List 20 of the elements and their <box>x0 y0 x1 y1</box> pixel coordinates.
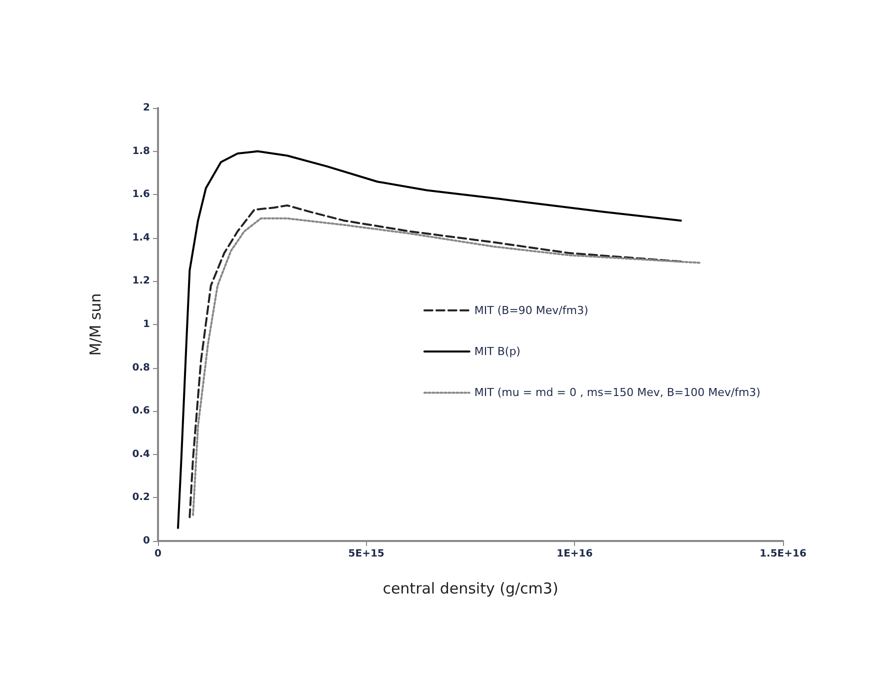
y-tick-label: 1.2 <box>132 276 150 287</box>
y-tick-label: 0.4 <box>132 448 150 460</box>
x-tick-label: 5E+15 <box>348 548 384 560</box>
y-axis-title: M/M sun <box>86 293 104 356</box>
y-tick-label: 1 <box>143 319 150 330</box>
y-tick-label: 1.6 <box>132 189 150 200</box>
y-tick-label: 1.4 <box>132 232 150 244</box>
x-tick-label: 0 <box>154 548 162 560</box>
y-tick-label: 0.6 <box>132 406 150 417</box>
y-tick-label: 1.8 <box>132 146 150 157</box>
x-axis-title: central density (g/cm3) <box>382 580 558 598</box>
x-tick-label: 1E+16 <box>556 548 593 560</box>
legend-label: MIT (mu = md = 0 , ms=150 Mev, B=100 Mev/fm3) <box>474 386 760 400</box>
x-tick-label: 1.5E+16 <box>760 548 806 560</box>
y-tick-label: 0 <box>143 536 150 546</box>
legend-label: MIT (B=90 Mev/fm3) <box>474 304 588 317</box>
y-tick-label: 0.2 <box>132 492 150 504</box>
legend-label: MIT B(p) <box>474 345 520 358</box>
y-tick-label: 0.8 <box>132 362 150 374</box>
y-tick-label: 2 <box>143 102 150 114</box>
